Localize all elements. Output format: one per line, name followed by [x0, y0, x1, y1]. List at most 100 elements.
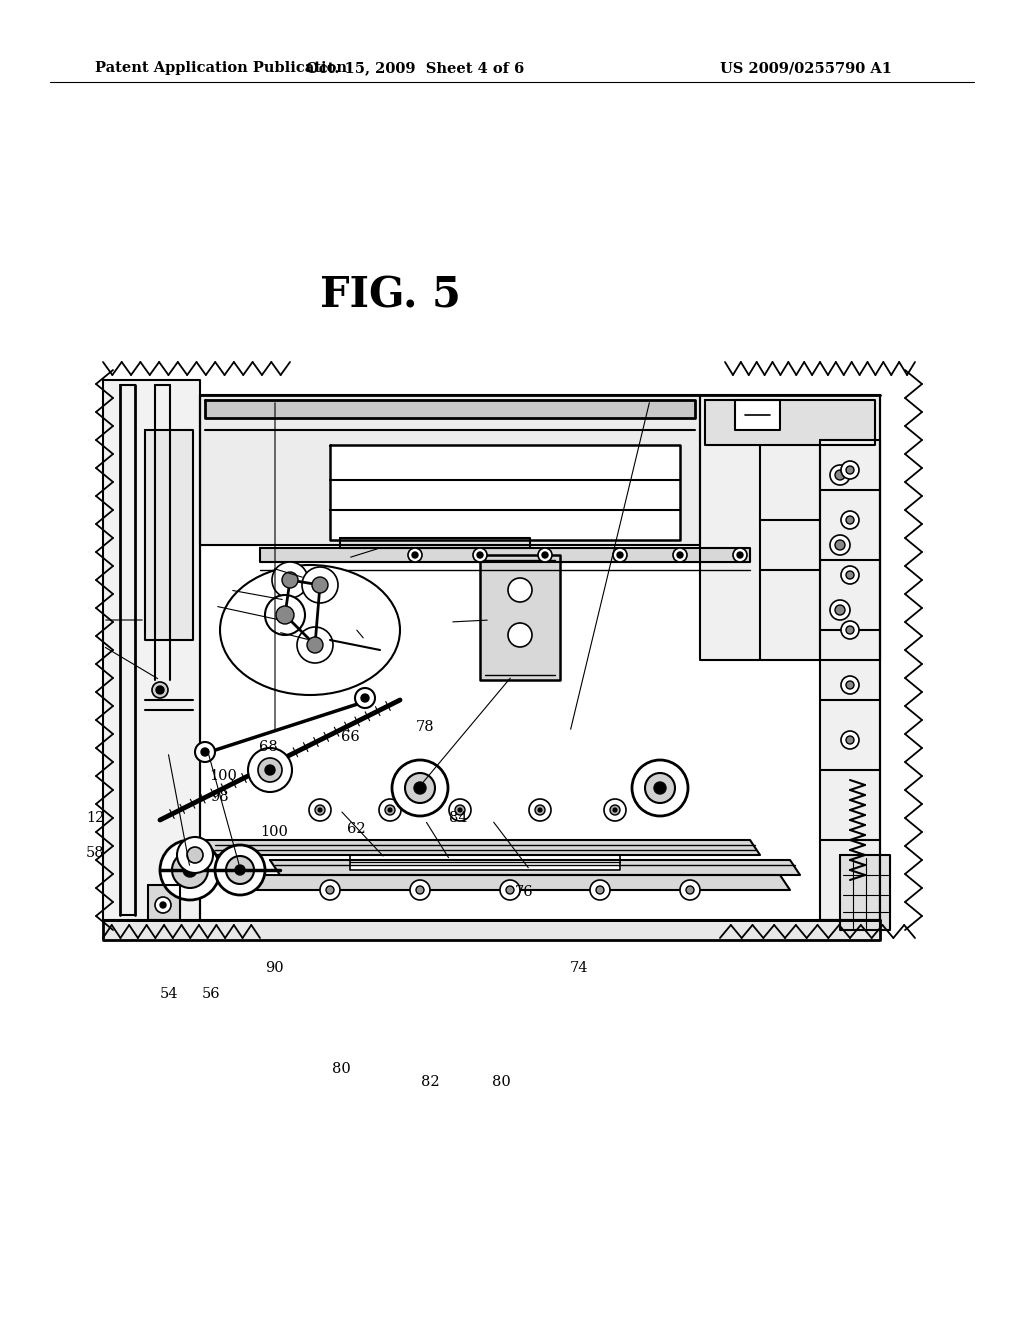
Circle shape [392, 760, 449, 816]
Circle shape [414, 781, 426, 795]
Circle shape [265, 766, 275, 775]
Circle shape [508, 623, 532, 647]
Circle shape [654, 781, 666, 795]
Text: 98: 98 [210, 791, 228, 804]
Polygon shape [230, 875, 790, 890]
Circle shape [172, 851, 208, 888]
Circle shape [841, 620, 859, 639]
Circle shape [315, 805, 325, 814]
Circle shape [234, 865, 245, 875]
Polygon shape [148, 884, 180, 920]
Circle shape [535, 805, 545, 814]
Circle shape [529, 799, 551, 821]
Circle shape [645, 774, 675, 803]
Circle shape [835, 540, 845, 550]
Text: FIG. 5: FIG. 5 [319, 275, 461, 315]
Circle shape [632, 760, 688, 816]
Circle shape [830, 535, 850, 554]
Text: 58: 58 [86, 846, 104, 859]
Circle shape [733, 548, 746, 562]
Polygon shape [145, 430, 193, 640]
Circle shape [272, 562, 308, 598]
Circle shape [412, 552, 418, 558]
Circle shape [538, 548, 552, 562]
Circle shape [379, 799, 401, 821]
Circle shape [276, 606, 294, 624]
Circle shape [406, 774, 435, 803]
Circle shape [388, 808, 392, 812]
Circle shape [737, 552, 743, 558]
Polygon shape [840, 855, 890, 931]
Circle shape [160, 840, 220, 900]
Circle shape [302, 568, 338, 603]
Circle shape [258, 758, 282, 781]
Circle shape [226, 855, 254, 884]
Circle shape [604, 799, 626, 821]
Circle shape [617, 552, 623, 558]
Circle shape [538, 808, 542, 812]
Circle shape [326, 886, 334, 894]
Circle shape [590, 880, 610, 900]
Polygon shape [200, 840, 760, 855]
Text: 100: 100 [260, 825, 289, 838]
Circle shape [613, 808, 617, 812]
Circle shape [846, 681, 854, 689]
Circle shape [846, 516, 854, 524]
Circle shape [355, 688, 375, 708]
Text: 74: 74 [569, 961, 588, 974]
Circle shape [846, 737, 854, 744]
Polygon shape [330, 445, 680, 540]
Circle shape [596, 886, 604, 894]
Polygon shape [820, 440, 880, 920]
Text: 68: 68 [259, 741, 278, 754]
Circle shape [830, 601, 850, 620]
Circle shape [830, 465, 850, 484]
Text: 66: 66 [341, 730, 359, 743]
Circle shape [187, 847, 203, 863]
Circle shape [195, 742, 215, 762]
Polygon shape [205, 400, 695, 418]
Polygon shape [340, 539, 530, 548]
Text: 62: 62 [347, 822, 366, 836]
Polygon shape [735, 400, 780, 430]
Circle shape [841, 511, 859, 529]
Circle shape [361, 694, 369, 702]
Circle shape [319, 880, 340, 900]
Text: US 2009/0255790 A1: US 2009/0255790 A1 [720, 61, 892, 75]
Circle shape [215, 845, 265, 895]
Circle shape [835, 470, 845, 480]
Text: 78: 78 [416, 721, 434, 734]
Circle shape [155, 898, 171, 913]
Circle shape [613, 548, 627, 562]
Circle shape [458, 808, 462, 812]
Circle shape [846, 626, 854, 634]
Circle shape [506, 886, 514, 894]
Circle shape [841, 566, 859, 583]
Circle shape [177, 837, 213, 873]
Circle shape [410, 880, 430, 900]
Circle shape [156, 686, 164, 694]
Text: 54: 54 [160, 987, 178, 1001]
Text: 90: 90 [265, 961, 284, 974]
Circle shape [835, 605, 845, 615]
Circle shape [265, 595, 305, 635]
Circle shape [318, 808, 322, 812]
Circle shape [455, 805, 465, 814]
Text: Patent Application Publication: Patent Application Publication [95, 61, 347, 75]
Text: 12: 12 [86, 812, 104, 825]
Circle shape [500, 880, 520, 900]
Polygon shape [700, 395, 880, 660]
Circle shape [473, 548, 487, 562]
Circle shape [841, 676, 859, 694]
Circle shape [416, 886, 424, 894]
Polygon shape [260, 548, 750, 562]
Polygon shape [705, 400, 874, 445]
Circle shape [307, 638, 323, 653]
Circle shape [673, 548, 687, 562]
Circle shape [686, 886, 694, 894]
Circle shape [542, 552, 548, 558]
Text: 100: 100 [209, 770, 238, 783]
Polygon shape [103, 920, 880, 940]
Circle shape [309, 799, 331, 821]
Polygon shape [350, 855, 620, 870]
